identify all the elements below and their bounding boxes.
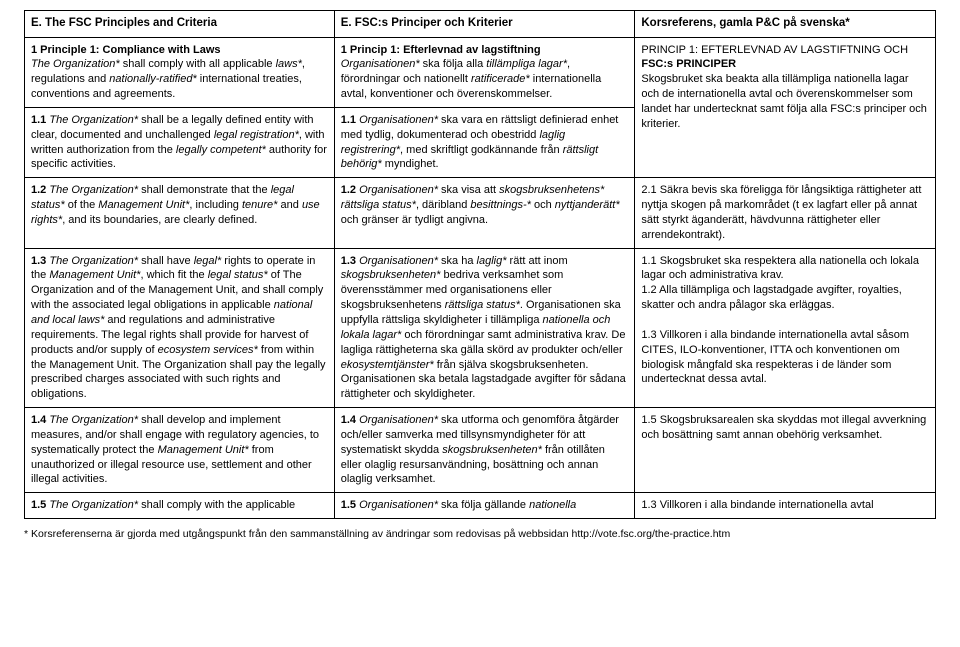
table-row: 1.5 The Organization* shall comply with … [25, 493, 936, 519]
table-row: 1.2 The Organization* shall demonstrate … [25, 178, 936, 248]
header-col1: E. The FSC Principles and Criteria [25, 11, 335, 38]
cell-swedish: 1.5 Organisationen* ska följa gällande n… [334, 493, 635, 519]
header-col3: Korsreferens, gamla P&C på svenska* [635, 11, 936, 38]
footnote-text: * Korsreferenserna är gjorda med utgångs… [24, 519, 936, 541]
cell-swedish: 1.4 Organisationen* ska utforma och geno… [334, 408, 635, 493]
cell-english: 1.3 The Organization* shall have legal* … [25, 248, 335, 407]
cell-reference: PRINCIP 1: EFTERLEVNAD AV LAGSTIFTNING O… [635, 37, 936, 178]
cell-english: 1.2 The Organization* shall demonstrate … [25, 178, 335, 248]
cell-swedish: 1 Princip 1: Efterlevnad av lagstiftning… [334, 37, 635, 107]
cell-english: 1 Principle 1: Compliance with LawsThe O… [25, 37, 335, 107]
cell-english: 1.1 The Organization* shall be a legally… [25, 107, 335, 177]
cell-english: 1.5 The Organization* shall comply with … [25, 493, 335, 519]
table-header-row: E. The FSC Principles and Criteria E. FS… [25, 11, 936, 38]
cell-swedish: 1.1 Organisationen* ska vara en rättslig… [334, 107, 635, 177]
comparison-table: E. The FSC Principles and Criteria E. FS… [24, 10, 936, 519]
cell-swedish: 1.3 Organisationen* ska ha laglig* rätt … [334, 248, 635, 407]
cell-reference: 1.3 Villkoren i alla bindande internatio… [635, 493, 936, 519]
cell-swedish: 1.2 Organisationen* ska visa att skogsbr… [334, 178, 635, 248]
header-col2: E. FSC:s Principer och Kriterier [334, 11, 635, 38]
cell-reference: 1.5 Skogsbruksarealen ska skyddas mot il… [635, 408, 936, 493]
table-row: 1 Principle 1: Compliance with LawsThe O… [25, 37, 936, 107]
cell-reference: 2.1 Säkra bevis ska föreligga för långsi… [635, 178, 936, 248]
table-row: 1.4 The Organization* shall develop and … [25, 408, 936, 493]
cell-english: 1.4 The Organization* shall develop and … [25, 408, 335, 493]
table-row: 1.3 The Organization* shall have legal* … [25, 248, 936, 407]
cell-reference: 1.1 Skogsbruket ska respektera alla nati… [635, 248, 936, 407]
